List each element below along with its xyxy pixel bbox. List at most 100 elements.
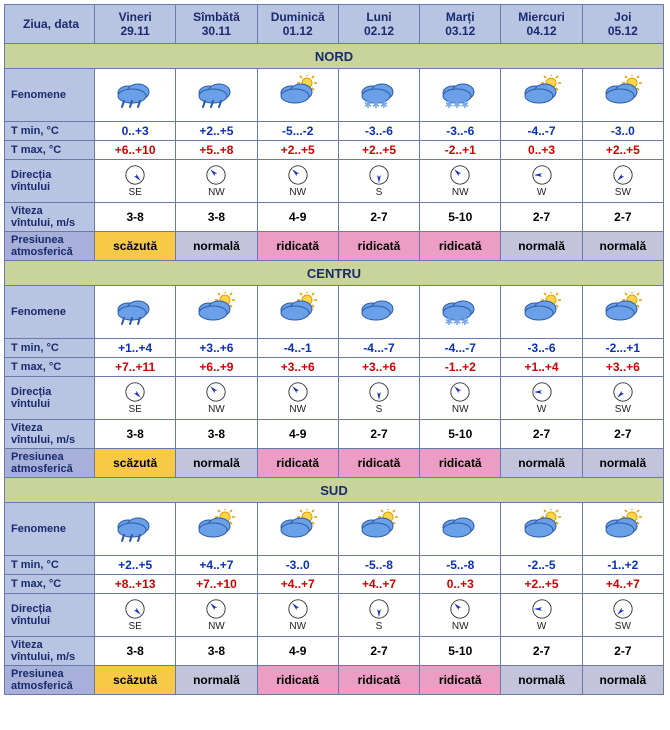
row-label-tmax: T max, °C — [5, 141, 95, 160]
header-row: Ziua, data Vineri29.11Sîmbătă30.11Dumini… — [5, 5, 664, 44]
wind-direction-icon — [205, 164, 227, 186]
row-label-direction: Direcțiavîntului — [5, 377, 95, 420]
pressure-cell: scăzută — [95, 449, 176, 478]
wind-speed-cell: 3-8 — [176, 637, 257, 666]
row-label-direction: Direcțiavîntului — [5, 594, 95, 637]
wind-direction-icon — [124, 598, 146, 620]
svg-text:✱: ✱ — [380, 100, 388, 111]
wind-speed-cell: 3-8 — [95, 420, 176, 449]
pressure-cell: normală — [176, 449, 257, 478]
pressure-cell: ridicată — [257, 449, 338, 478]
wind-speed-cell: 2-7 — [501, 637, 582, 666]
weather-icon — [191, 292, 241, 328]
row-label-fenomene: Fenomene — [5, 286, 95, 339]
tmax-cell: +6..+10 — [95, 141, 176, 160]
wind-speed-cell: 4-9 — [257, 637, 338, 666]
weather-icon — [354, 509, 404, 545]
fenomene-cell: ✱✱✱ — [338, 69, 419, 122]
wind-direction-label: SW — [615, 187, 631, 198]
wind-direction-icon — [612, 381, 634, 403]
fenomene-cell — [257, 286, 338, 339]
wind-direction-label: NW — [452, 621, 469, 632]
weather-icon — [191, 509, 241, 545]
tmax-cell: 0..+3 — [420, 575, 501, 594]
tmax-cell: -2..+1 — [420, 141, 501, 160]
weather-icon — [273, 75, 323, 111]
weather-icon — [110, 509, 160, 545]
forecast-table: Ziua, data Vineri29.11Sîmbătă30.11Dumini… — [4, 4, 664, 695]
wind-direction-icon — [531, 381, 553, 403]
wind-direction-label: NW — [208, 621, 225, 632]
weather-icon: ✱✱✱ — [435, 75, 485, 111]
header-day: Miercuri04.12 — [501, 5, 582, 44]
wind-direction-cell: W — [501, 594, 582, 637]
wind-direction-icon — [531, 164, 553, 186]
pressure-cell: normală — [176, 666, 257, 695]
header-corner: Ziua, data — [5, 5, 95, 44]
wind-direction-label: S — [376, 404, 383, 415]
wind-direction-icon — [612, 598, 634, 620]
pressure-cell: normală — [501, 232, 582, 261]
wind-direction-icon — [368, 381, 390, 403]
pressure-cell: ridicată — [420, 232, 501, 261]
tmin-cell: -5..-8 — [420, 556, 501, 575]
tmin-cell: +2..+5 — [176, 122, 257, 141]
wind-speed-cell: 4-9 — [257, 203, 338, 232]
row-label-speed: Vitezavîntului, m/s — [5, 420, 95, 449]
fenomene-cell — [501, 286, 582, 339]
pressure-cell: ridicată — [338, 666, 419, 695]
header-day: Luni02.12 — [338, 5, 419, 44]
wind-direction-cell: NW — [257, 594, 338, 637]
wind-direction-label: W — [537, 187, 546, 198]
wind-direction-label: SW — [615, 621, 631, 632]
tmax-cell: +4..+7 — [338, 575, 419, 594]
pressure-cell: ridicată — [257, 666, 338, 695]
region-row: NORD — [5, 44, 664, 69]
wind-direction-icon — [449, 598, 471, 620]
wind-direction-cell: SE — [95, 594, 176, 637]
wind-direction-cell: NW — [420, 377, 501, 420]
wind-direction-icon — [287, 164, 309, 186]
wind-direction-label: NW — [289, 404, 306, 415]
tmax-cell: 0..+3 — [501, 141, 582, 160]
pressure-cell: normală — [582, 232, 663, 261]
wind-direction-icon — [205, 381, 227, 403]
fenomene-cell — [501, 503, 582, 556]
wind-speed-cell: 3-8 — [95, 203, 176, 232]
fenomene-cell — [95, 503, 176, 556]
wind-direction-label: W — [537, 404, 546, 415]
wind-direction-icon — [612, 164, 634, 186]
wind-speed-cell: 2-7 — [338, 203, 419, 232]
wind-direction-cell: NW — [257, 377, 338, 420]
pressure-cell: normală — [176, 232, 257, 261]
wind-speed-cell: 5-10 — [420, 637, 501, 666]
wind-speed-cell: 5-10 — [420, 420, 501, 449]
pressure-cell: normală — [582, 449, 663, 478]
tmin-cell: -2...+1 — [582, 339, 663, 358]
wind-speed-cell: 2-7 — [582, 203, 663, 232]
wind-direction-cell: S — [338, 594, 419, 637]
tmin-cell: -5...-2 — [257, 122, 338, 141]
tmax-cell: +2..+5 — [338, 141, 419, 160]
row-label-tmin: T min, °C — [5, 339, 95, 358]
wind-direction-icon — [531, 598, 553, 620]
wind-direction-cell: NW — [420, 160, 501, 203]
tmin-cell: -2..-5 — [501, 556, 582, 575]
tmax-cell: +7..+10 — [176, 575, 257, 594]
region-row: SUD — [5, 478, 664, 503]
weather-icon — [354, 292, 404, 328]
fenomene-cell — [420, 503, 501, 556]
tmax-cell: +2..+5 — [501, 575, 582, 594]
tmin-cell: -5..-8 — [338, 556, 419, 575]
tmax-cell: +4..+7 — [582, 575, 663, 594]
fenomene-cell — [176, 503, 257, 556]
wind-direction-label: SW — [615, 404, 631, 415]
pressure-cell: ridicată — [420, 666, 501, 695]
tmin-cell: -3..-6 — [338, 122, 419, 141]
wind-direction-cell: SW — [582, 377, 663, 420]
fenomene-cell: ✱✱✱ — [420, 286, 501, 339]
wind-speed-cell: 3-8 — [176, 203, 257, 232]
region-name: CENTRU — [5, 261, 664, 286]
row-label-tmax: T max, °C — [5, 358, 95, 377]
header-day: Duminică01.12 — [257, 5, 338, 44]
